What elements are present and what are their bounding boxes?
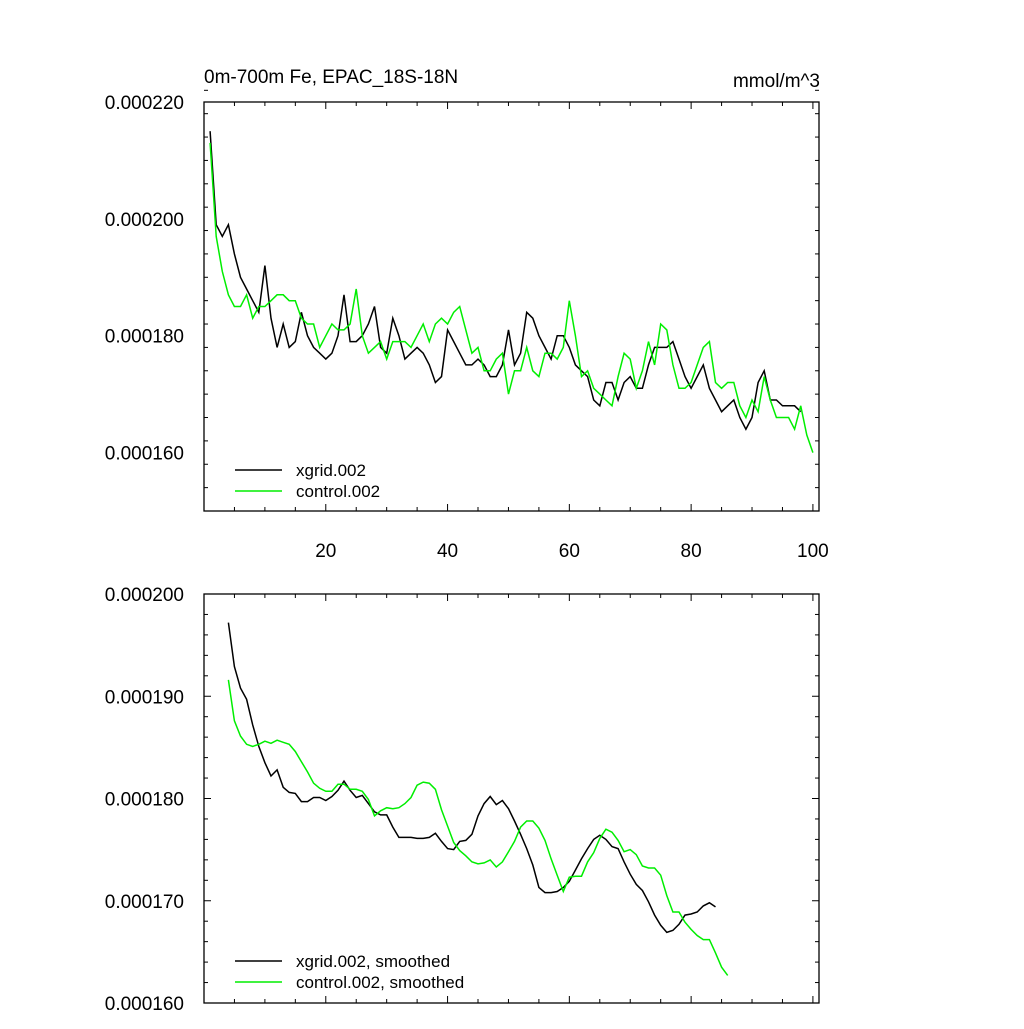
legend-label-xgrid: xgrid.002	[296, 461, 366, 480]
legend-label-control-smoothed: control.002, smoothed	[296, 973, 464, 992]
series-line-control	[209, 142, 814, 453]
legend-label-control: control.002	[296, 482, 380, 501]
x-tick-label: 60	[559, 541, 580, 562]
y-tick-label: 0.000180	[105, 327, 184, 348]
y-tick-label: 0.000200	[105, 210, 184, 231]
x-axis-tick-labels: 20 40 60 80 100	[315, 541, 829, 562]
x-tick-label: 40	[437, 541, 458, 562]
plot-frame	[203, 593, 820, 1004]
panel-1: 0m-700m Fe, EPAC_18S-18N mmol/m^3 0.0002…	[105, 67, 829, 562]
y-tick-label: 0.000190	[105, 687, 184, 708]
y-tick-label: 0.000200	[105, 585, 184, 606]
y-tick-label: 0.000160	[105, 994, 184, 1015]
x-tick-label: 100	[797, 541, 829, 562]
series-line-xgrid-smoothed	[227, 622, 716, 934]
chart-title: 0m-700m Fe, EPAC_18S-18N	[204, 67, 458, 88]
y-tick-label: 0.000220	[105, 93, 184, 114]
series-line-control-smoothed	[227, 679, 729, 976]
y-tick-label: 0.000170	[105, 892, 184, 913]
y-axis-tick-labels: 0.000220 0.000200 0.000180 0.000160	[105, 93, 184, 465]
plot-frame	[203, 101, 820, 512]
x-tick-label: 80	[681, 541, 702, 562]
units-label: mmol/m^3	[733, 71, 820, 92]
legend: xgrid.002 control.002	[235, 461, 380, 501]
legend: xgrid.002, smoothed control.002, smoothe…	[235, 952, 464, 992]
x-tick-label: 20	[315, 541, 336, 562]
y-tick-label: 0.000160	[105, 444, 184, 465]
panel-2: 0.000200 0.000190 0.000180 0.000170 0.00…	[105, 585, 820, 1015]
series-line-xgrid	[209, 131, 802, 431]
y-axis-tick-labels: 0.000200 0.000190 0.000180 0.000170 0.00…	[105, 585, 184, 1015]
y-tick-label: 0.000180	[105, 790, 184, 811]
axis-ticks	[204, 89, 819, 512]
legend-label-xgrid-smoothed: xgrid.002, smoothed	[296, 952, 450, 971]
axis-ticks	[204, 593, 819, 1004]
